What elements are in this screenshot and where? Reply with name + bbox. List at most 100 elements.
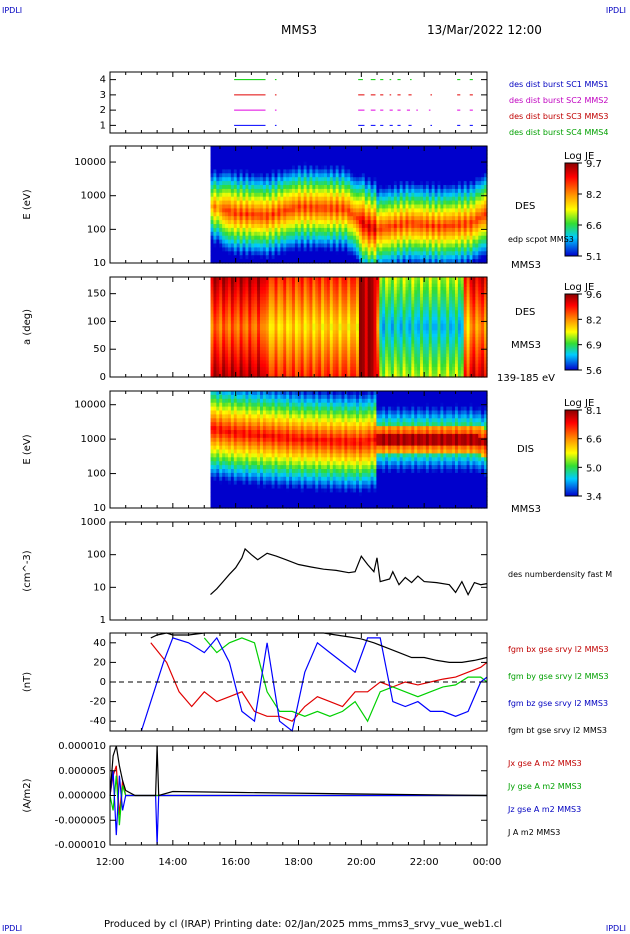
spectrogram-cell bbox=[457, 165, 462, 170]
spectrogram-cell bbox=[265, 149, 270, 155]
spectrogram-cell bbox=[388, 188, 392, 194]
spectrogram-cell bbox=[265, 353, 270, 358]
spectrogram-cell bbox=[312, 216, 316, 221]
spectrogram-cell bbox=[344, 317, 348, 321]
spectrogram-cell bbox=[315, 157, 319, 163]
spectrogram-cell bbox=[312, 330, 316, 335]
spectrogram-cell bbox=[254, 212, 258, 217]
spectrogram-cell bbox=[242, 283, 247, 288]
spectrogram-cell bbox=[370, 363, 375, 368]
spectrogram-cell bbox=[481, 208, 485, 213]
spectrogram-cell bbox=[303, 247, 308, 252]
spectrogram-cell bbox=[437, 243, 442, 248]
spectrogram-cell bbox=[262, 243, 267, 248]
spectrogram-cell bbox=[344, 373, 348, 378]
spectrogram-cell bbox=[399, 287, 404, 291]
spectrogram-cell bbox=[248, 212, 252, 217]
spectrogram-cell bbox=[388, 280, 392, 285]
spectrogram-cell bbox=[289, 196, 293, 202]
spectrogram-cell bbox=[437, 181, 442, 186]
spectrogram-cell bbox=[268, 370, 273, 375]
spectrogram-cell bbox=[321, 283, 325, 288]
spectrogram-cell bbox=[283, 290, 287, 295]
spectrogram-cell bbox=[225, 239, 229, 245]
spectrogram-cell bbox=[225, 259, 229, 264]
spectrogram-cell bbox=[216, 340, 220, 345]
spectrogram-cell bbox=[306, 333, 311, 338]
spectrogram-cell bbox=[248, 313, 252, 318]
spectrogram-cell bbox=[373, 350, 378, 355]
spectrogram-cell bbox=[230, 303, 235, 308]
spectrogram-cell bbox=[364, 320, 369, 325]
spectrogram-cell bbox=[376, 363, 380, 368]
spectrogram-cell bbox=[481, 227, 485, 233]
spectrogram-cell bbox=[309, 188, 313, 194]
spectrogram-cell bbox=[248, 243, 252, 248]
spectrogram-cell bbox=[428, 216, 433, 221]
spectrogram-cell bbox=[393, 367, 398, 371]
spectrogram-cell bbox=[300, 310, 305, 315]
spectrogram-cell bbox=[347, 177, 351, 182]
spectrogram-cell bbox=[431, 208, 436, 213]
spectrogram-cell bbox=[274, 360, 279, 365]
spectrogram-cell bbox=[225, 313, 229, 318]
spectrogram-cell bbox=[478, 224, 482, 229]
spectrogram-cell bbox=[286, 220, 290, 225]
spectrogram-cell bbox=[484, 181, 488, 186]
spectrogram-cell bbox=[376, 235, 380, 241]
spectrogram-cell bbox=[254, 363, 258, 368]
spectrogram-cell bbox=[306, 370, 311, 375]
spectrogram-cell bbox=[326, 153, 331, 159]
spectrogram-cell bbox=[402, 196, 407, 202]
spectrogram-cell bbox=[277, 367, 281, 371]
spectrogram-cell bbox=[481, 146, 485, 151]
spectrogram-cell bbox=[324, 185, 328, 190]
spectrogram-cell bbox=[321, 367, 325, 371]
spectrogram-cell bbox=[262, 247, 267, 252]
spectrogram-cell bbox=[324, 360, 328, 365]
spectrogram-cell bbox=[303, 169, 308, 174]
spectrogram-cell bbox=[254, 293, 258, 298]
spectrogram-cell bbox=[335, 297, 340, 301]
spectrogram-cell bbox=[210, 350, 215, 355]
spectrogram-cell bbox=[294, 343, 299, 348]
spectrogram-cell bbox=[303, 231, 308, 237]
spectrogram-cell bbox=[213, 353, 217, 358]
spectrogram-cell bbox=[385, 327, 389, 331]
spectrogram-cell bbox=[367, 231, 372, 237]
spectrogram-cell bbox=[286, 310, 290, 315]
spectrogram-cell bbox=[262, 157, 267, 163]
spectrogram-cell bbox=[312, 297, 316, 301]
spectrogram-cell bbox=[341, 224, 345, 229]
corner-label-bottom-right: IPDLI bbox=[605, 924, 626, 933]
spectrogram-cell bbox=[449, 165, 453, 170]
spectrogram-cell bbox=[271, 310, 276, 315]
spectrogram-cell bbox=[344, 165, 348, 170]
spectrogram-cell bbox=[460, 251, 465, 256]
spectrogram-cell bbox=[315, 333, 319, 338]
spectrogram-cell bbox=[251, 340, 255, 345]
spectrogram-cell bbox=[344, 216, 348, 221]
spectrogram-cell bbox=[227, 146, 232, 151]
spectrogram-cell bbox=[385, 370, 389, 375]
spectrogram-cell bbox=[358, 251, 363, 256]
spectrogram-cell bbox=[324, 303, 328, 308]
spectrogram-cell bbox=[484, 185, 488, 190]
spectrogram-cell bbox=[254, 173, 258, 178]
spectrogram-cell bbox=[216, 161, 220, 167]
spectrogram-cell bbox=[309, 350, 313, 355]
spectrogram-cell bbox=[254, 290, 258, 295]
spectrogram-cell bbox=[361, 320, 366, 325]
spectrogram-cell bbox=[257, 300, 261, 305]
spectrogram-cell bbox=[379, 283, 383, 288]
spectrogram-cell bbox=[233, 208, 238, 213]
spectrogram-cell bbox=[286, 360, 290, 365]
spectrogram-cell bbox=[390, 212, 395, 217]
spectrogram-cell bbox=[379, 277, 383, 281]
spectrogram-cell bbox=[213, 317, 217, 321]
spectrogram-cell bbox=[358, 243, 363, 248]
spectrogram-cell bbox=[373, 200, 378, 206]
spectrogram-cell bbox=[294, 297, 299, 301]
spectrogram-cell bbox=[417, 149, 421, 155]
spectrogram-cell bbox=[376, 287, 380, 291]
